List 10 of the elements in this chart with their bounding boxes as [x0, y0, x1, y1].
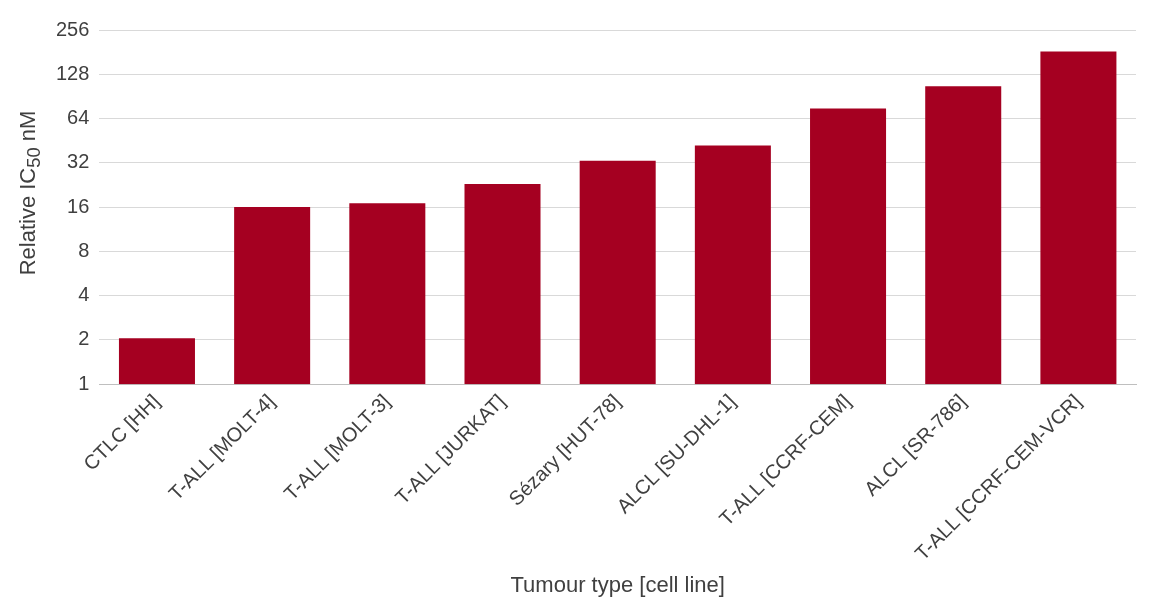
x-axis-title: Tumour type [cell line]: [510, 571, 725, 597]
y-tick-label: 1: [78, 371, 90, 394]
y-tick-label: 2: [78, 327, 90, 350]
y-tick-label: 32: [67, 150, 90, 173]
y-tick-label: 4: [78, 283, 90, 306]
y-tick-label: 64: [67, 106, 90, 129]
y-tick-label: 16: [67, 194, 90, 217]
y-tick-label: 128: [55, 61, 90, 84]
y-tick-label: 8: [78, 238, 90, 261]
y-tick-label: 256: [55, 17, 90, 40]
